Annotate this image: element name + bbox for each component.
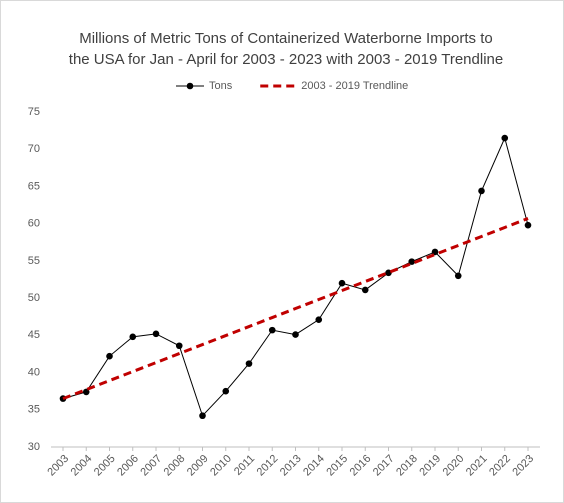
data-point: [478, 187, 485, 195]
y-tick-label: 30: [28, 441, 40, 453]
data-point: [501, 134, 509, 142]
data-point: [175, 342, 183, 350]
legend-label: Tons: [209, 80, 233, 92]
data-point: [292, 331, 299, 338]
data-point: [524, 221, 532, 229]
chart-title: Millions of Metric Tons of Containerized…: [79, 30, 493, 47]
data-point: [199, 412, 206, 420]
data-point: [106, 352, 113, 360]
data-point: [338, 279, 346, 287]
data-point: [245, 360, 253, 367]
y-tick-label: 55: [28, 255, 40, 267]
y-tick-label: 45: [28, 329, 40, 341]
legend-label: 2003 - 2019 Trendline: [301, 80, 408, 92]
y-tick-label: 40: [28, 366, 40, 378]
y-tick-label: 70: [28, 143, 40, 155]
data-point: [222, 387, 230, 395]
legend-marker: [186, 82, 194, 90]
data-point: [454, 272, 462, 280]
y-tick-label: 60: [28, 218, 40, 230]
data-point: [152, 330, 160, 338]
y-tick-label: 65: [28, 180, 40, 192]
data-point: [361, 286, 369, 294]
data-point: [408, 258, 416, 265]
y-tick-label: 75: [28, 106, 40, 118]
data-point: [268, 326, 276, 334]
chart-title: the USA for Jan - April for 2003 - 2023 …: [69, 51, 503, 68]
data-point: [315, 316, 323, 324]
data-point: [129, 333, 137, 341]
series-line: [62, 217, 529, 401]
y-tick-label: 50: [28, 292, 40, 304]
y-tick-label: 35: [28, 404, 40, 416]
